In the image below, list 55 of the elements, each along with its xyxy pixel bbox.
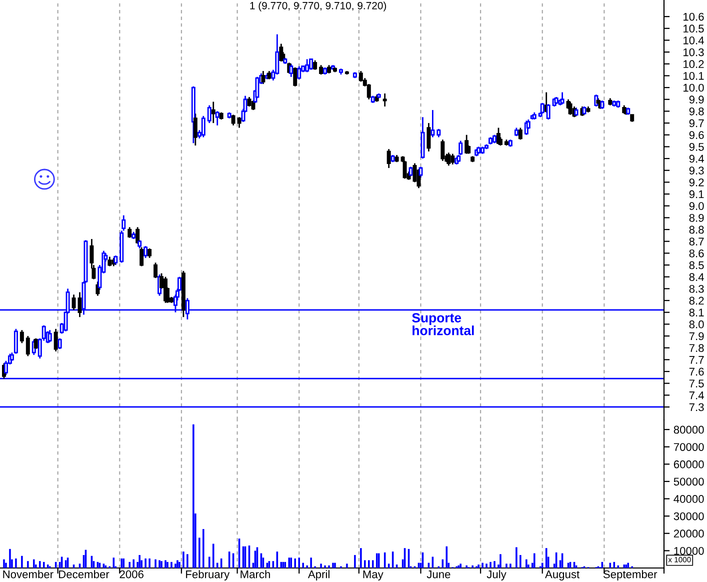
x-tick-label: September [603,570,658,580]
y-tick-label: 9.2 [689,178,704,186]
y-tick-label: 40000 [674,495,704,503]
y-tick-label: 9.0 [689,202,704,210]
y-tick-label: 9.8 [689,107,704,116]
y-tick-label: 8.9 [689,214,704,222]
y-tick-label: 7.8 [689,344,704,352]
y-tick-label: 8.1 [689,308,704,316]
y-tick-label: 20000 [674,530,704,538]
y-tick-label: 8.2 [689,296,704,305]
x-tick-label: February [186,570,230,580]
y-tick-label: 9.3 [689,166,704,174]
y-tick-label: 80000 [674,426,704,434]
y-tick-label: 10.3 [684,48,704,56]
chart-title: 1 (9.770, 9.770, 9.710, 9.720) [250,2,386,12]
x-tick-label: May [363,570,384,580]
y-tick-label: 9.1 [689,190,704,198]
x-tick-label: April [308,570,330,580]
y-tick-label: 8.7 [689,238,704,246]
y-tick-label: 60000 [674,460,704,468]
x-tick-label: November [3,570,54,578]
y-tick-label: 9.6 [689,131,704,140]
y-tick-label: 10.1 [684,72,704,80]
y-tick-label: 10.4 [684,36,704,44]
y-tick-label: 8.6 [689,249,704,258]
x-tick-label: July [486,570,506,580]
y-tick-label: 9.9 [689,96,704,104]
x-tick-label: 2006 [120,570,144,578]
y-tick-label: 70000 [674,443,704,451]
y-tick-label: 7.6 [689,368,704,376]
y-tick-label: 8.8 [689,226,704,234]
y-tick-label: 9.4 [689,154,704,163]
y-tick-label: 10.0 [684,84,704,92]
y-tick-label: 9.5 [689,142,704,151]
y-tick-label: 9.7 [689,119,704,128]
y-tick-label: 8.3 [689,284,704,293]
ref-line-label: Suporte horizontal [412,313,474,336]
y-tick-label: 10.6 [684,12,704,21]
y-tick-label: 10.5 [684,24,704,33]
y-tick-label: 50000 [674,478,704,486]
x-tick-label: June [426,570,450,578]
x-tick-label: March [240,570,270,578]
y-tick-label: 7.7 [689,356,704,364]
y-tick-label: 10.2 [684,60,704,68]
y-tick-label: 7.4 [689,392,704,400]
y-tick-label: 7.9 [689,332,704,340]
y-tick-label: 8.4 [689,273,704,281]
y-tick-label: 8.0 [689,320,704,328]
y-tick-label: 7.3 [689,403,704,412]
y-tick-label: 7.5 [689,380,704,388]
y-tick-label: 30000 [674,512,704,520]
y-tick-label: 10000 [674,546,704,555]
y-tick-label: 8.5 [689,261,704,270]
x-tick-label: August [545,570,580,580]
x-tick-label: December [59,570,110,578]
